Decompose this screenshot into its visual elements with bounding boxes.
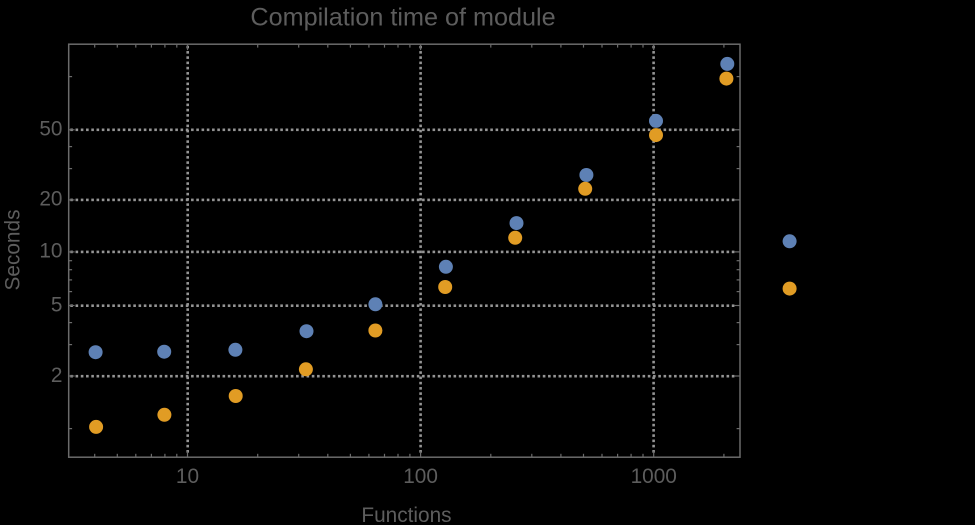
svg-text:100: 100 [403,465,438,488]
svg-text:Seconds: Seconds [2,210,25,291]
svg-text:10: 10 [176,465,199,488]
svg-text:Compilation time of module: Compilation time of module [250,4,555,32]
svg-text:2: 2 [51,364,63,387]
svg-text:50: 50 [39,118,62,141]
svg-text:20: 20 [39,188,62,211]
svg-text:Functions: Functions [361,504,451,525]
svg-text:10: 10 [39,240,62,263]
svg-text:1000: 1000 [631,465,677,488]
svg-text:5: 5 [51,293,63,316]
